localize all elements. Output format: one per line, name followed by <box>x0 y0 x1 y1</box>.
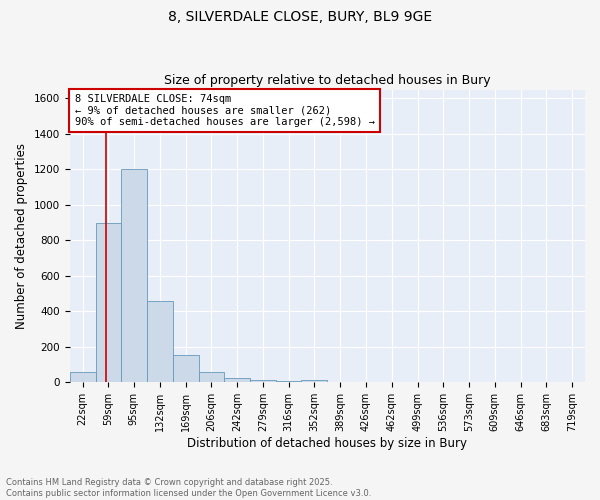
Y-axis label: Number of detached properties: Number of detached properties <box>15 143 28 329</box>
Bar <box>250 380 276 382</box>
Bar <box>224 378 250 382</box>
Bar <box>301 380 327 382</box>
Bar <box>121 170 147 382</box>
Text: 8 SILVERDALE CLOSE: 74sqm
← 9% of detached houses are smaller (262)
90% of semi-: 8 SILVERDALE CLOSE: 74sqm ← 9% of detach… <box>74 94 374 127</box>
Bar <box>95 222 121 382</box>
Text: Contains HM Land Registry data © Crown copyright and database right 2025.
Contai: Contains HM Land Registry data © Crown c… <box>6 478 371 498</box>
Title: Size of property relative to detached houses in Bury: Size of property relative to detached ho… <box>164 74 491 87</box>
Bar <box>70 372 95 382</box>
Bar <box>199 372 224 382</box>
Text: 8, SILVERDALE CLOSE, BURY, BL9 9GE: 8, SILVERDALE CLOSE, BURY, BL9 9GE <box>168 10 432 24</box>
Bar <box>173 355 199 382</box>
Bar <box>147 300 173 382</box>
X-axis label: Distribution of detached houses by size in Bury: Distribution of detached houses by size … <box>187 437 467 450</box>
